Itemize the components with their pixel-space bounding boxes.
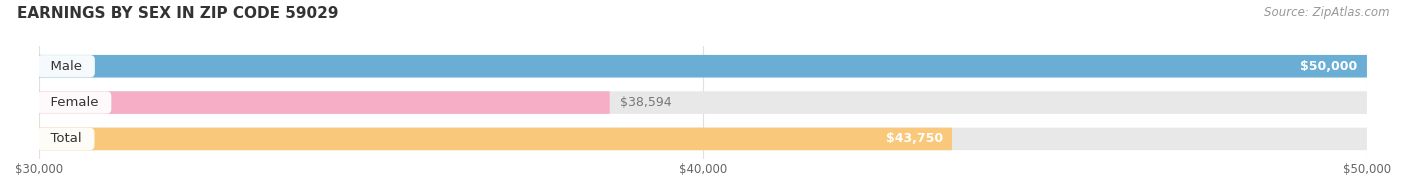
FancyBboxPatch shape (39, 91, 610, 114)
FancyBboxPatch shape (39, 55, 1367, 77)
Text: $38,594: $38,594 (620, 96, 672, 109)
Text: EARNINGS BY SEX IN ZIP CODE 59029: EARNINGS BY SEX IN ZIP CODE 59029 (17, 6, 339, 21)
Text: Male: Male (42, 60, 90, 73)
Text: Source: ZipAtlas.com: Source: ZipAtlas.com (1264, 6, 1389, 19)
Text: Female: Female (42, 96, 107, 109)
FancyBboxPatch shape (39, 128, 952, 150)
FancyBboxPatch shape (39, 91, 1367, 114)
Text: $43,750: $43,750 (886, 132, 942, 145)
Text: $50,000: $50,000 (1301, 60, 1358, 73)
FancyBboxPatch shape (39, 128, 1367, 150)
FancyBboxPatch shape (39, 55, 1367, 77)
Text: Total: Total (42, 132, 90, 145)
